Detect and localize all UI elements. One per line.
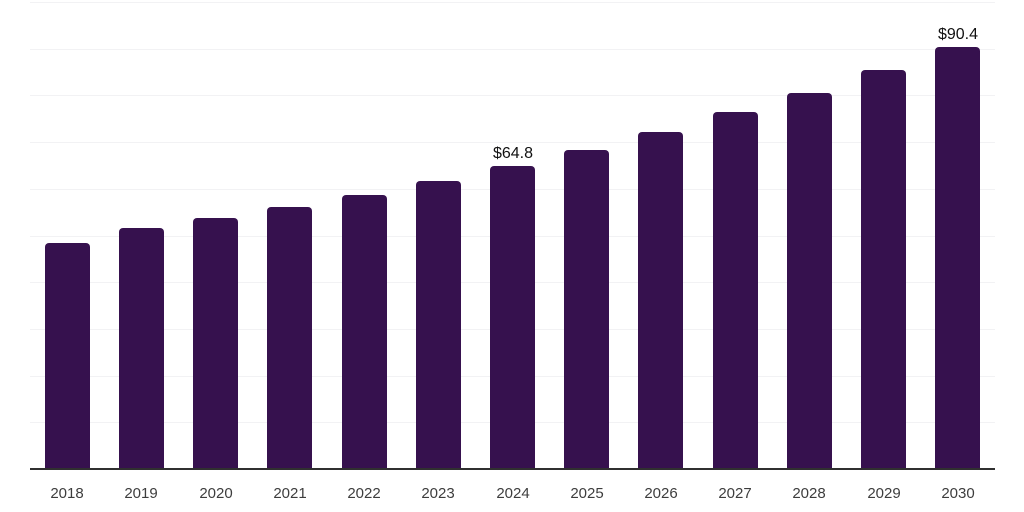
x-tick-2030: 2030: [941, 485, 975, 502]
x-tick-2020: 2020: [199, 485, 233, 502]
x-tick-2019: 2019: [124, 485, 158, 502]
x-tick-2023: 2023: [421, 485, 455, 502]
x-tick-2029: 2029: [867, 485, 901, 502]
gridline: [30, 95, 995, 96]
bar-2021: [267, 207, 312, 469]
x-tick-2025: 2025: [570, 485, 604, 502]
bar-2026: [638, 132, 683, 469]
bar-2018: [45, 243, 90, 469]
x-tick-2022: 2022: [347, 485, 381, 502]
data-label-2030: $90.4: [937, 26, 979, 43]
x-axis-baseline: [30, 468, 995, 470]
bar-2027: [713, 112, 758, 469]
data-label-2024: $64.8: [492, 145, 534, 162]
bar-2019: [119, 228, 164, 469]
bar-2023: [416, 181, 461, 469]
gridline: [30, 49, 995, 50]
x-tick-2024: 2024: [496, 485, 530, 502]
bar-2022: [342, 195, 387, 469]
bar-2029: [861, 70, 906, 469]
x-tick-2027: 2027: [718, 485, 752, 502]
x-tick-2021: 2021: [273, 485, 307, 502]
x-tick-2018: 2018: [50, 485, 84, 502]
x-tick-2028: 2028: [792, 485, 826, 502]
bar-2030: [935, 47, 980, 469]
x-tick-2026: 2026: [644, 485, 678, 502]
bar-2020: [193, 218, 238, 469]
bar-2024: [490, 166, 535, 469]
gridline: [30, 2, 995, 3]
bar-2025: [564, 150, 609, 469]
gridline: [30, 142, 995, 143]
bar-2028: [787, 93, 832, 469]
